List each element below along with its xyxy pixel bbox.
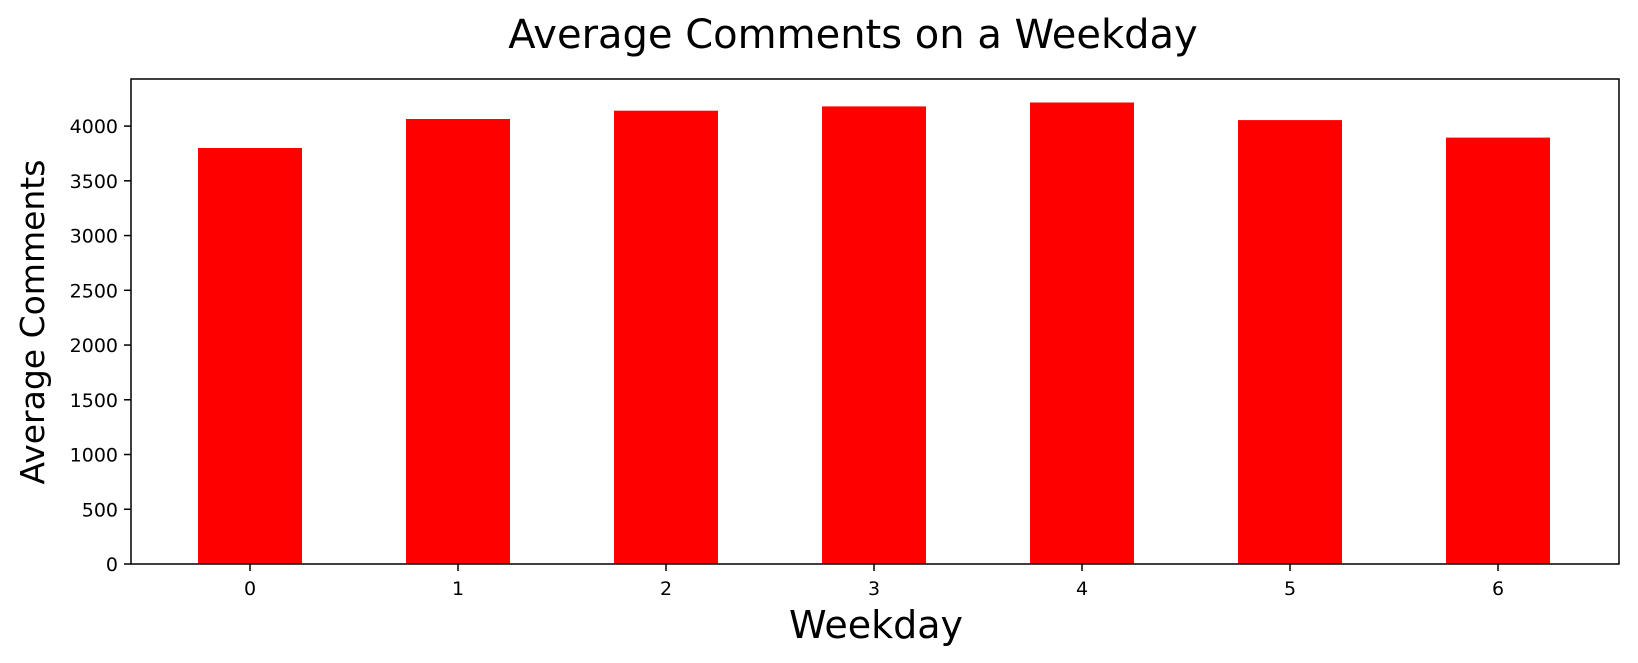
plot-frame xyxy=(130,78,1620,565)
x-tick-label: 0 xyxy=(244,578,256,600)
x-tick-label: 3 xyxy=(868,578,880,600)
y-tick-label: 500 xyxy=(82,499,118,521)
y-tick-label: 1000 xyxy=(70,445,118,467)
bars-group xyxy=(198,102,1550,565)
y-tick-label: 4000 xyxy=(70,116,118,138)
bar-weekday-5 xyxy=(1238,120,1342,564)
y-axis-ticks: 0 500 1000 1500 2000 2500 3000 3500 4000 xyxy=(70,116,131,576)
x-axis-label: Weekday xyxy=(789,603,963,647)
x-tick-label: 2 xyxy=(660,578,672,600)
y-tick-label: 2500 xyxy=(70,280,118,302)
bar-weekday-0 xyxy=(198,148,302,564)
x-tick-label: 1 xyxy=(452,578,464,600)
y-tick-label: 3000 xyxy=(70,226,118,248)
bar-weekday-3 xyxy=(822,106,926,565)
x-tick-label: 5 xyxy=(1284,578,1296,600)
y-tick-label: 1500 xyxy=(70,390,118,412)
y-tick-label: 3500 xyxy=(70,171,118,193)
y-tick-label: 2000 xyxy=(70,335,118,357)
bar-weekday-1 xyxy=(406,119,510,564)
bar-weekday-6 xyxy=(1446,137,1550,564)
x-tick-label: 6 xyxy=(1492,578,1504,600)
y-axis-label: Average Comments xyxy=(13,160,52,485)
x-tick-label: 4 xyxy=(1076,578,1088,600)
bar-weekday-4 xyxy=(1030,102,1134,564)
x-axis-ticks: 0 1 2 3 4 5 6 xyxy=(244,564,1504,600)
chart-title: Average Comments on a Weekday xyxy=(508,12,1197,58)
bar-weekday-2 xyxy=(614,110,718,564)
y-tick-label: 0 xyxy=(106,554,118,576)
